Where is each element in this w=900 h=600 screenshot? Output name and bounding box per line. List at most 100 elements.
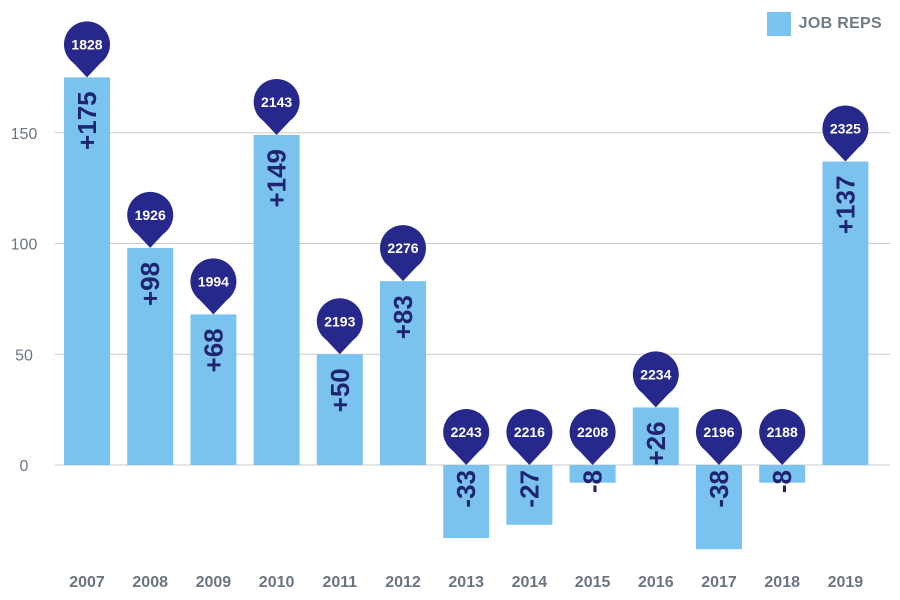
x-tick-label: 2013 bbox=[448, 574, 484, 591]
bar-2011 bbox=[316, 354, 363, 465]
marker-circle bbox=[64, 21, 110, 68]
value-label: +83 bbox=[388, 295, 418, 339]
bar-2014 bbox=[506, 465, 553, 525]
bars-layer: 1828 +175 1926 +98 1994 +68 2143 +149 2193 +50 227… bbox=[64, 21, 869, 550]
marker-pointer bbox=[766, 448, 799, 465]
marker-circle bbox=[190, 258, 237, 305]
bar-2009 bbox=[190, 314, 237, 465]
total-label: 2243 bbox=[451, 424, 482, 440]
value-label: +137 bbox=[830, 176, 860, 235]
bar-2018 bbox=[759, 465, 806, 483]
y-tick-label: 0 bbox=[20, 458, 29, 475]
bar-2015 bbox=[569, 465, 616, 483]
bar-2008 bbox=[127, 247, 174, 465]
total-marker-2010: 2143 bbox=[253, 78, 300, 135]
total-label: 2143 bbox=[261, 94, 292, 110]
total-marker-2012: 2276 bbox=[380, 225, 426, 282]
total-label: 1994 bbox=[198, 273, 229, 289]
total-marker-2017: 2196 bbox=[696, 409, 742, 465]
total-label: 2234 bbox=[640, 366, 671, 382]
marker-pointer bbox=[260, 117, 293, 135]
x-axis-labels: 2007 2008 2009 2010 2011 2012 2013 2014 2015 2016… bbox=[69, 574, 863, 591]
total-label: 2193 bbox=[324, 313, 355, 329]
bar-2016 bbox=[632, 407, 679, 465]
marker-circle bbox=[569, 409, 616, 455]
value-label: +26 bbox=[641, 421, 671, 465]
marker-pointer bbox=[197, 297, 230, 315]
marker-circle bbox=[696, 409, 742, 455]
marker-pointer bbox=[829, 144, 862, 162]
marker-pointer bbox=[450, 448, 483, 465]
total-label: 2208 bbox=[577, 424, 608, 440]
marker-pointer bbox=[387, 264, 419, 282]
total-marker-2014: 2216 bbox=[506, 409, 553, 465]
x-tick-label: 2015 bbox=[575, 574, 611, 591]
marker-pointer bbox=[703, 448, 735, 465]
total-label: 2196 bbox=[703, 424, 734, 440]
x-tick-label: 2009 bbox=[196, 574, 232, 591]
y-tick-label: 50 bbox=[15, 347, 33, 364]
value-label: +149 bbox=[262, 149, 292, 208]
value-label: +68 bbox=[198, 328, 228, 372]
total-label: 1926 bbox=[135, 207, 166, 223]
marker-circle bbox=[822, 105, 869, 152]
marker-circle bbox=[759, 409, 806, 455]
total-label: 1828 bbox=[71, 36, 102, 52]
bar-2010 bbox=[253, 134, 300, 465]
bar-2007 bbox=[64, 77, 110, 465]
total-marker-2009: 1994 bbox=[190, 258, 237, 315]
value-label: +50 bbox=[325, 368, 355, 412]
total-label: 2216 bbox=[514, 424, 545, 440]
value-label: +98 bbox=[135, 262, 165, 306]
x-tick-label: 2018 bbox=[764, 574, 800, 591]
value-label: -8 bbox=[767, 470, 797, 493]
x-tick-label: 2008 bbox=[132, 574, 168, 591]
total-marker-2016: 2234 bbox=[632, 351, 679, 408]
bar-2012 bbox=[380, 281, 426, 465]
marker-pointer bbox=[513, 448, 546, 465]
x-tick-label: 2011 bbox=[322, 574, 357, 591]
legend-swatch bbox=[766, 12, 791, 36]
marker-circle bbox=[253, 78, 300, 125]
marker-pointer bbox=[576, 448, 609, 465]
x-tick-label: 2007 bbox=[69, 574, 105, 591]
x-tick-label: 2016 bbox=[638, 574, 674, 591]
marker-circle bbox=[506, 409, 553, 455]
total-marker-2008: 1926 bbox=[127, 191, 174, 248]
value-label: -8 bbox=[578, 470, 608, 493]
legend-label: JOB REPS bbox=[798, 15, 882, 32]
marker-pointer bbox=[323, 337, 356, 355]
total-label: 2276 bbox=[387, 240, 418, 256]
value-label: -38 bbox=[704, 470, 734, 508]
x-tick-label: 2010 bbox=[259, 574, 295, 591]
y-tick-label: 150 bbox=[11, 126, 38, 143]
total-marker-2018: 2188 bbox=[759, 409, 806, 465]
marker-circle bbox=[632, 351, 679, 398]
total-marker-2007: 1828 bbox=[64, 21, 110, 78]
bar-2013 bbox=[443, 465, 490, 539]
total-marker-2011: 2193 bbox=[316, 298, 363, 355]
marker-pointer bbox=[639, 390, 672, 408]
marker-circle bbox=[127, 191, 174, 238]
value-label: +175 bbox=[72, 91, 102, 150]
x-tick-label: 2014 bbox=[512, 574, 548, 591]
value-label: -33 bbox=[451, 470, 481, 508]
x-tick-label: 2012 bbox=[385, 574, 421, 591]
marker-circle bbox=[380, 225, 426, 272]
bar-2017 bbox=[696, 465, 742, 550]
total-marker-2019: 2325 bbox=[822, 105, 869, 162]
y-tick-label: 100 bbox=[11, 237, 38, 254]
legend: JOB REPS bbox=[766, 12, 882, 36]
marker-circle bbox=[316, 298, 363, 345]
value-label: -27 bbox=[514, 470, 544, 508]
total-marker-2013: 2243 bbox=[443, 409, 490, 465]
total-label: 2325 bbox=[830, 121, 861, 137]
marker-circle bbox=[443, 409, 490, 455]
total-label: 2188 bbox=[767, 424, 798, 440]
x-tick-label: 2019 bbox=[828, 574, 864, 591]
marker-pointer bbox=[71, 60, 103, 78]
marker-pointer bbox=[134, 230, 167, 248]
x-tick-label: 2017 bbox=[701, 574, 737, 591]
bar-2019 bbox=[822, 161, 869, 466]
